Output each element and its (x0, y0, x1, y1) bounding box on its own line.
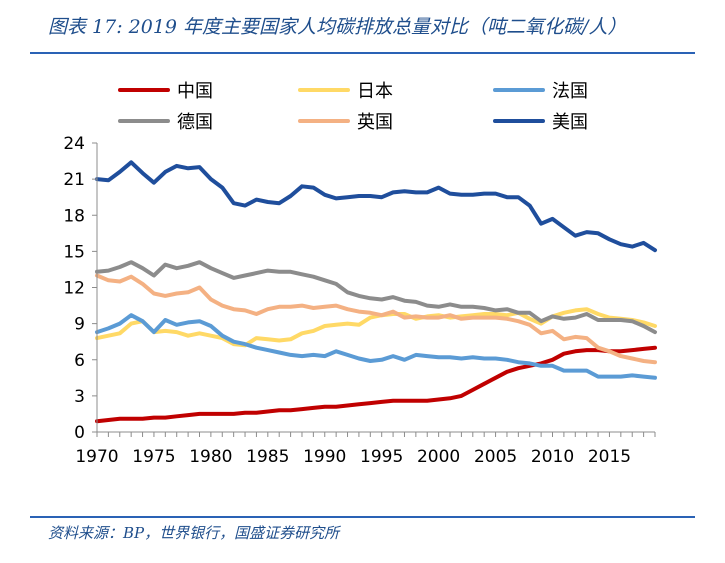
x-tick-label: 2010 (531, 447, 574, 467)
legend-label-2: 法国 (552, 81, 588, 102)
y-tick-label: 21 (63, 170, 85, 190)
bottom-rule (30, 516, 695, 518)
figure-title: 图表 17: 2019 年度主要国家人均碳排放总量对比（吨二氧化碳/人） (48, 16, 627, 38)
series-line-5 (95, 160, 657, 253)
y-tick-label: 15 (63, 242, 85, 262)
series-line-1 (95, 307, 657, 348)
y-tick-label: 9 (74, 315, 85, 335)
series-line-0 (95, 345, 657, 424)
legend-label-0: 中国 (177, 81, 213, 102)
x-tick-label: 2000 (417, 447, 460, 467)
x-tick-label: 1995 (360, 447, 403, 467)
series-line-3 (95, 260, 657, 335)
legend-label-1: 日本 (357, 81, 393, 102)
x-tick-label: 1980 (189, 447, 232, 467)
axes-layer: 0 3 6 9 12 15 18 21 24 1970 1975 1980 1985 1990 1995 20… (63, 134, 656, 467)
y-tick-label: 18 (63, 206, 85, 226)
x-tick-label: 1975 (132, 447, 175, 467)
x-tick-label: 2005 (474, 447, 517, 467)
x-tick-label: 1985 (246, 447, 289, 467)
x-tick-label: 1970 (75, 447, 118, 467)
y-tick-label: 0 (74, 423, 85, 443)
x-tick-label: 1990 (303, 447, 346, 467)
legend-label-4: 英国 (357, 112, 393, 133)
y-tick-label: 24 (63, 134, 85, 154)
x-tick-label: 2015 (588, 447, 631, 467)
y-tick-label: 6 (74, 351, 85, 371)
top-rule (30, 52, 695, 54)
legend-label-3: 德国 (177, 112, 213, 133)
series-layer (95, 160, 657, 424)
series-line-4 (95, 273, 657, 365)
series-line-2 (95, 313, 657, 380)
source-note: 资料来源：BP，世界银行，国盛证券研究所 (48, 524, 340, 542)
legend-label-5: 美国 (552, 112, 588, 133)
y-tick-label: 3 (74, 387, 85, 407)
y-tick-label: 12 (63, 279, 85, 299)
